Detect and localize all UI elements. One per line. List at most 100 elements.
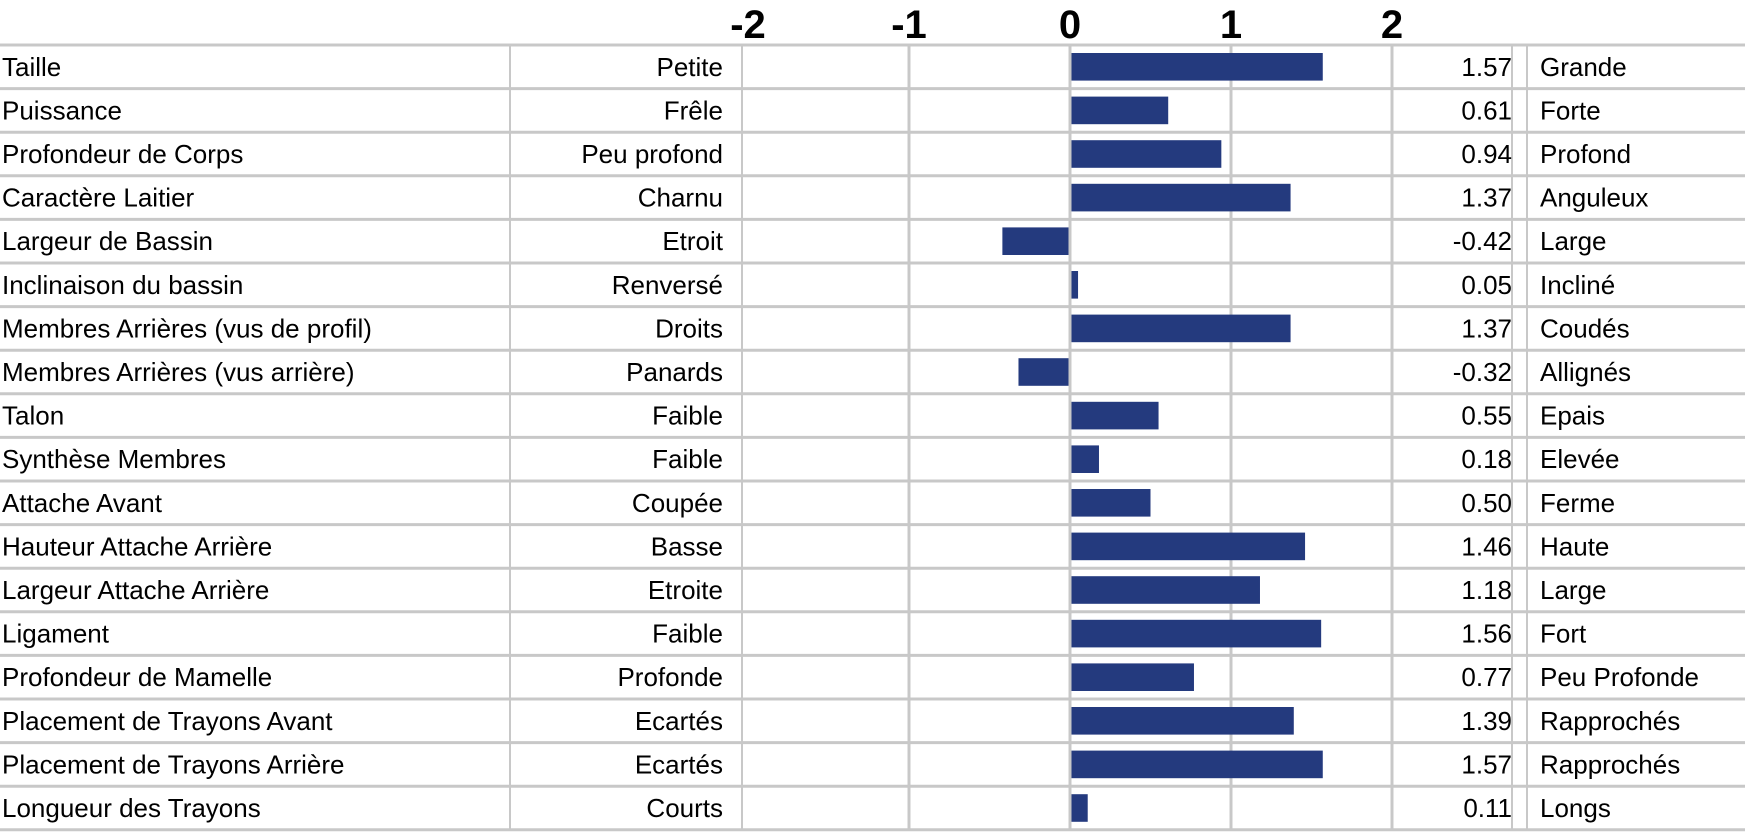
trait-label: Puissance xyxy=(2,95,122,125)
high-descriptor: Large xyxy=(1540,226,1607,256)
high-descriptor: Coudés xyxy=(1540,313,1630,343)
text-layer: Taille Petite 1.57 Grande Puissance Frêle 0.61… xyxy=(2,52,1699,823)
high-descriptor: Elevée xyxy=(1540,444,1620,474)
bar xyxy=(1071,271,1079,299)
low-descriptor: Etroite xyxy=(648,575,723,605)
low-descriptor: Peu profond xyxy=(581,139,723,169)
low-descriptor: Faible xyxy=(652,444,723,474)
low-descriptor: Frêle xyxy=(664,95,723,125)
trait-label: Placement de Trayons Arrière xyxy=(2,749,345,779)
trait-label: Ligament xyxy=(2,619,110,649)
low-descriptor: Etroit xyxy=(662,226,723,256)
low-descriptor: Charnu xyxy=(638,183,723,213)
bar-layer xyxy=(1002,53,1323,822)
high-descriptor: Allignés xyxy=(1540,357,1631,387)
tick-label: -1 xyxy=(891,3,927,47)
trait-label: Placement de Trayons Avant xyxy=(2,706,333,736)
low-descriptor: Faible xyxy=(652,619,723,649)
trait-label: Largeur Attache Arrière xyxy=(2,575,269,605)
trait-label: Attache Avant xyxy=(2,488,163,518)
bar xyxy=(1071,619,1322,648)
bar xyxy=(1071,140,1222,168)
low-descriptor: Coupée xyxy=(632,488,723,518)
value-label: 1.46 xyxy=(1461,531,1512,561)
tick-label: 0 xyxy=(1059,3,1081,47)
value-label: 0.94 xyxy=(1461,139,1512,169)
high-descriptor: Profond xyxy=(1540,139,1631,169)
trait-label: Largeur de Bassin xyxy=(2,226,213,256)
value-label: -0.42 xyxy=(1453,226,1512,256)
value-label: 1.18 xyxy=(1461,575,1512,605)
tick-label: -2 xyxy=(730,3,766,47)
high-descriptor: Fort xyxy=(1540,619,1587,649)
high-descriptor: Longs xyxy=(1540,793,1611,823)
low-descriptor: Profonde xyxy=(617,662,723,692)
value-label: -0.32 xyxy=(1453,357,1512,387)
bar xyxy=(1071,53,1323,81)
trait-label: Profondeur de Mamelle xyxy=(2,662,272,692)
bar xyxy=(1071,794,1088,822)
value-label: 1.39 xyxy=(1461,706,1512,736)
low-descriptor: Ecartés xyxy=(635,749,723,779)
bar xyxy=(1071,576,1260,604)
bar xyxy=(1071,314,1291,343)
tick-layer: -2 -1 0 1 2 xyxy=(730,3,1403,47)
value-label: 1.57 xyxy=(1461,52,1512,82)
bar xyxy=(1071,401,1159,430)
trait-label: Profondeur de Corps xyxy=(2,139,243,169)
high-descriptor: Haute xyxy=(1540,531,1609,561)
high-descriptor: Rapprochés xyxy=(1540,749,1680,779)
bar xyxy=(1071,489,1151,517)
low-descriptor: Ecartés xyxy=(635,706,723,736)
tick-label: 2 xyxy=(1381,3,1403,47)
bar xyxy=(1071,532,1306,561)
tick-label: 1 xyxy=(1220,3,1242,47)
trait-label: Taille xyxy=(2,52,61,82)
bar xyxy=(1071,707,1294,735)
high-descriptor: Incliné xyxy=(1540,270,1615,300)
high-descriptor: Peu Profonde xyxy=(1540,662,1699,692)
trait-label: Membres Arrières (vus de profil) xyxy=(2,313,372,343)
high-descriptor: Large xyxy=(1540,575,1607,605)
bar xyxy=(1002,227,1069,255)
bar xyxy=(1071,663,1194,691)
bar xyxy=(1071,183,1291,212)
bar xyxy=(1018,358,1069,386)
value-label: 0.61 xyxy=(1461,95,1512,125)
low-descriptor: Droits xyxy=(655,313,723,343)
bar xyxy=(1071,96,1169,125)
value-label: 0.55 xyxy=(1461,401,1512,431)
high-descriptor: Ferme xyxy=(1540,488,1615,518)
trait-label: Longueur des Trayons xyxy=(2,793,261,823)
low-descriptor: Faible xyxy=(652,401,723,431)
value-label: 0.18 xyxy=(1461,444,1512,474)
high-descriptor: Forte xyxy=(1540,95,1601,125)
low-descriptor: Courts xyxy=(646,793,723,823)
value-label: 0.05 xyxy=(1461,270,1512,300)
bar xyxy=(1071,750,1323,779)
trait-label: Talon xyxy=(2,401,64,431)
low-descriptor: Basse xyxy=(651,531,723,561)
trait-label: Synthèse Membres xyxy=(2,444,226,474)
bar xyxy=(1071,445,1099,473)
trait-label: Inclinaison du bassin xyxy=(2,270,243,300)
value-label: 0.77 xyxy=(1461,662,1512,692)
trait-label: Hauteur Attache Arrière xyxy=(2,531,272,561)
low-descriptor: Renversé xyxy=(612,270,723,300)
high-descriptor: Rapprochés xyxy=(1540,706,1680,736)
value-label: 1.37 xyxy=(1461,313,1512,343)
value-label: 1.37 xyxy=(1461,183,1512,213)
low-descriptor: Panards xyxy=(626,357,723,387)
high-descriptor: Epais xyxy=(1540,401,1605,431)
low-descriptor: Petite xyxy=(657,52,724,82)
high-descriptor: Anguleux xyxy=(1540,183,1648,213)
value-label: 0.50 xyxy=(1461,488,1512,518)
trait-label: Membres Arrières (vus arrière) xyxy=(2,357,355,387)
value-label: 1.56 xyxy=(1461,619,1512,649)
value-label: 0.11 xyxy=(1463,793,1512,823)
trait-label: Caractère Laitier xyxy=(2,183,195,213)
high-descriptor: Grande xyxy=(1540,52,1627,82)
value-label: 1.57 xyxy=(1461,749,1512,779)
grid-layer xyxy=(0,43,1745,832)
